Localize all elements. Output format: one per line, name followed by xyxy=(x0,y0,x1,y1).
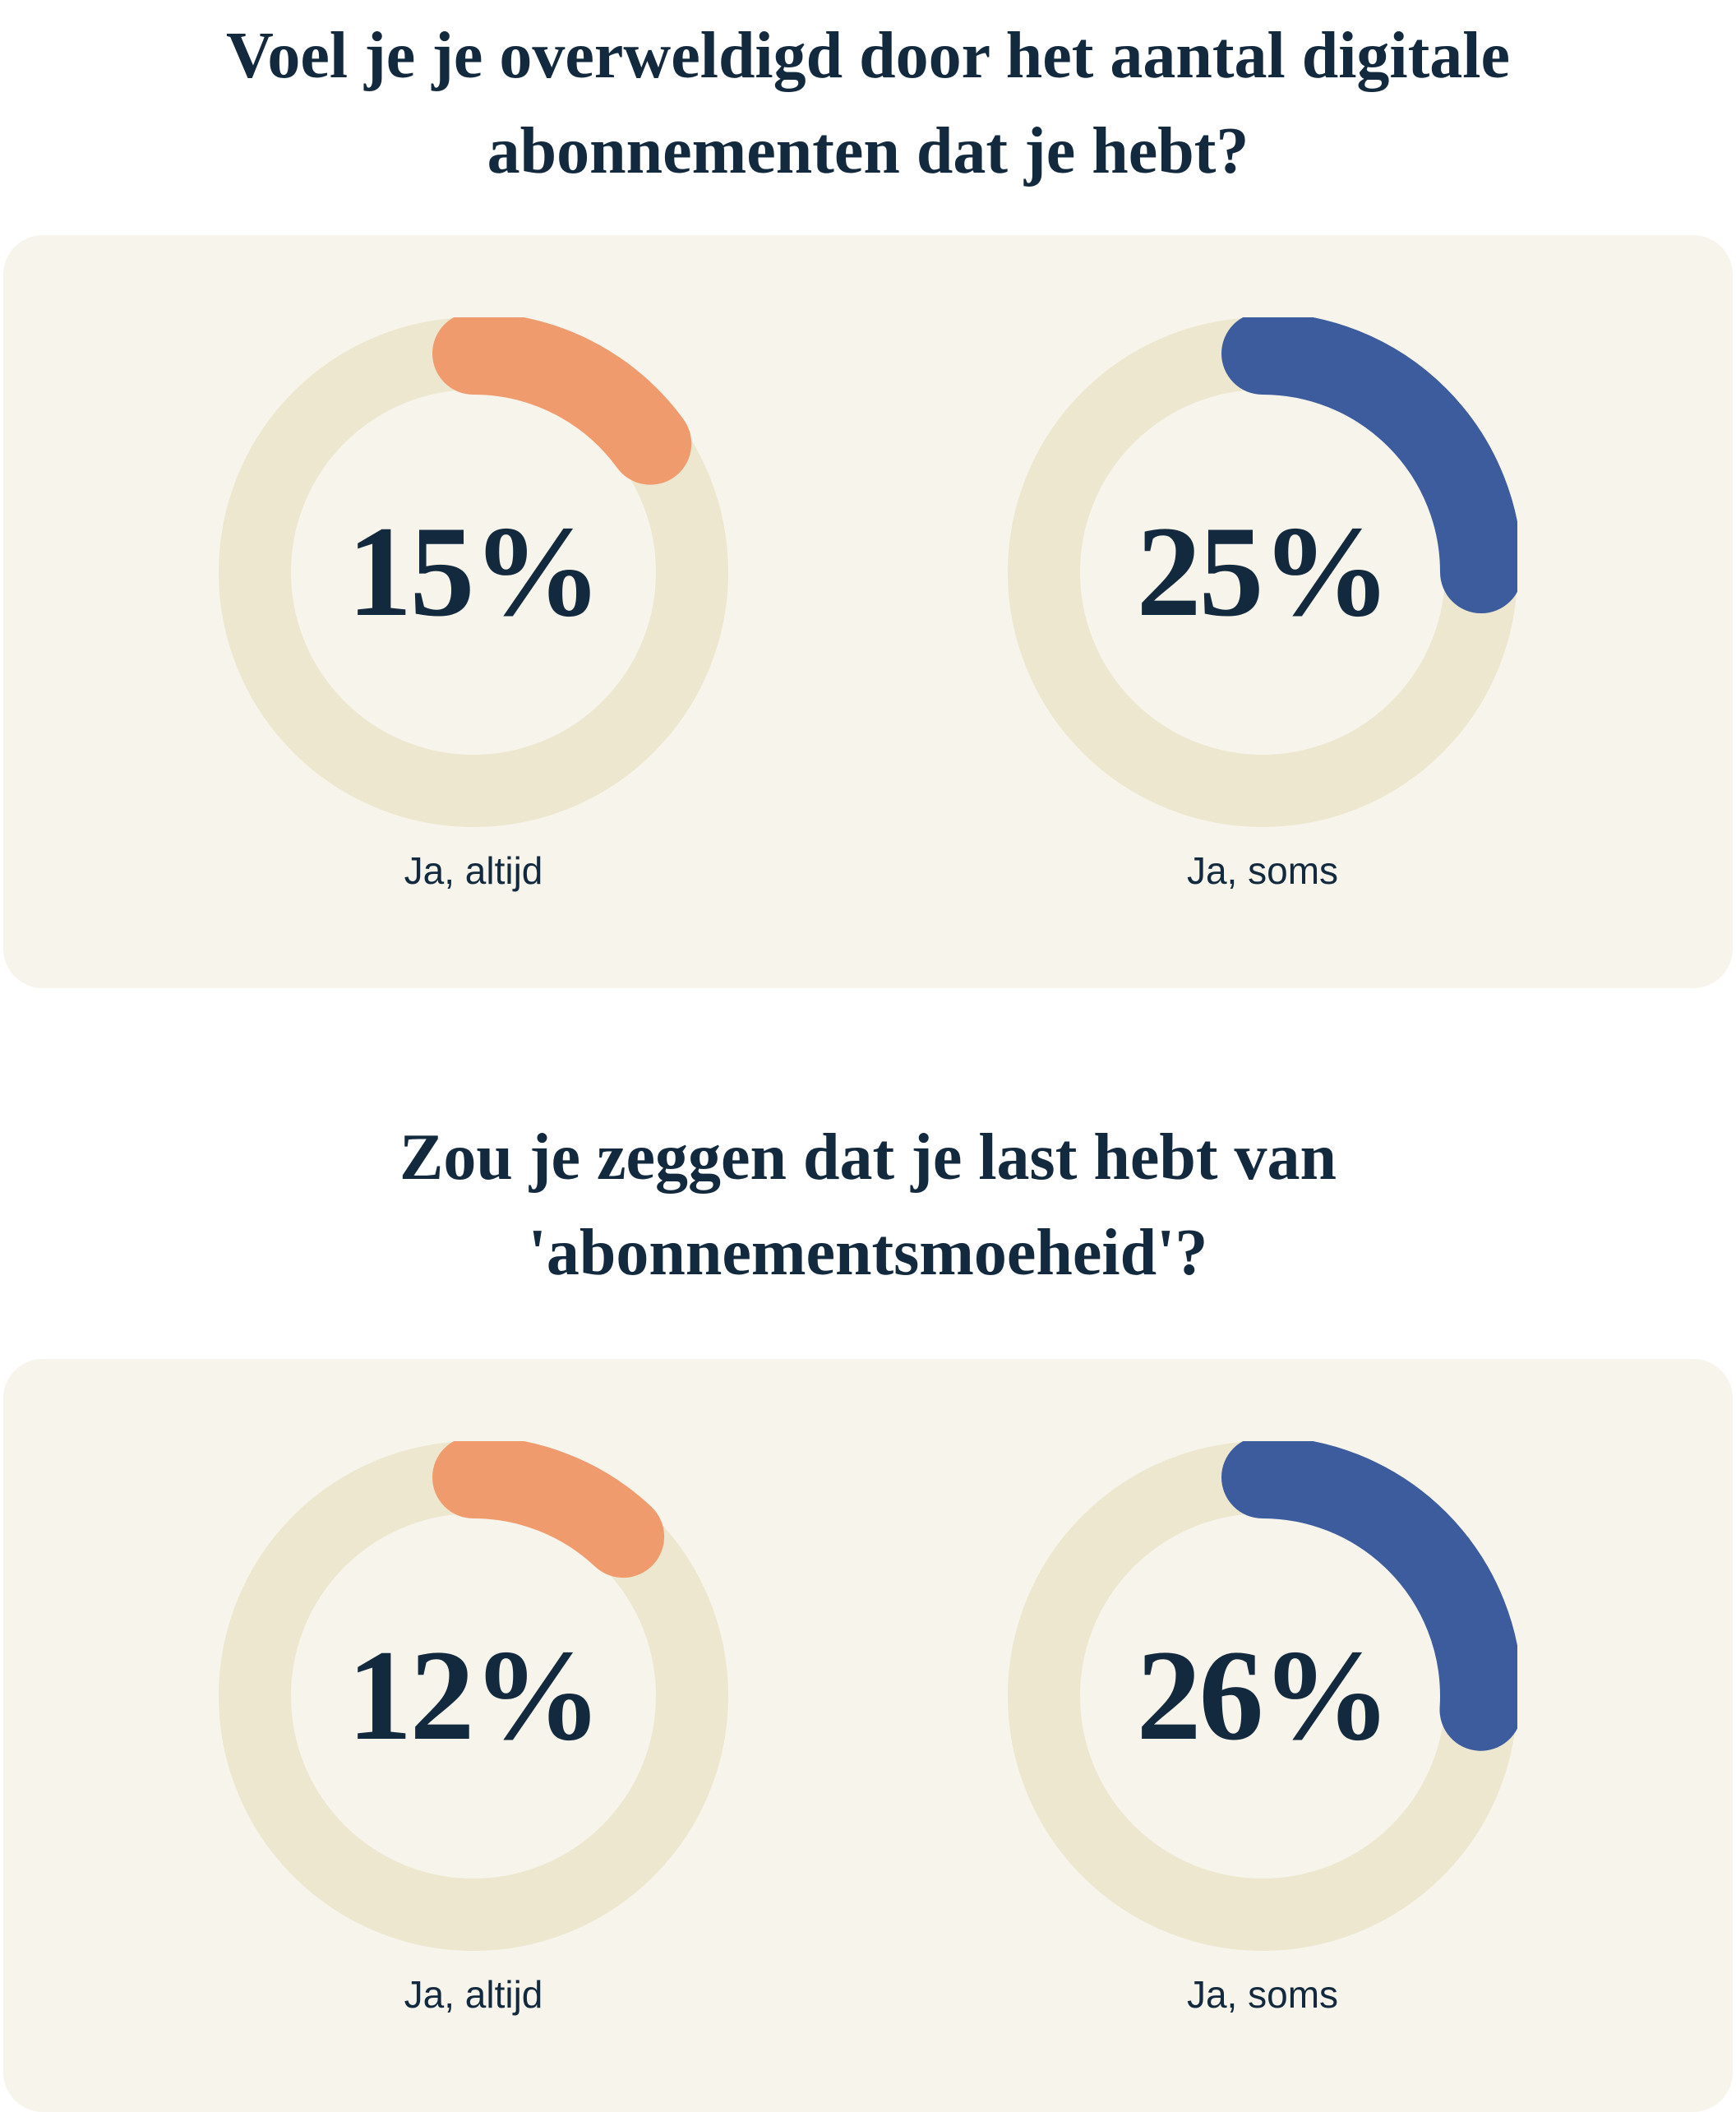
donut-svg xyxy=(1008,317,1517,827)
donut-svg xyxy=(1008,1441,1517,1951)
donut-chart-soms-2: 26% Ja, soms xyxy=(868,1359,1657,2112)
survey-question-title-2: Zou je zeggen dat je last hebt van 'abon… xyxy=(0,1110,1736,1301)
donut-percentage: 26% xyxy=(1136,1624,1392,1768)
question-1-line-1: Voel je je overweldigd door het aantal d… xyxy=(225,20,1511,92)
donut-4: 26% xyxy=(1008,1441,1517,1951)
donut-3: 12% xyxy=(219,1441,728,1951)
answer-label: Ja, soms xyxy=(1186,1973,1339,2016)
donut-value-arc xyxy=(219,317,728,827)
donut-svg xyxy=(219,317,728,827)
answer-label: Ja, soms xyxy=(1186,849,1339,892)
donut-percentage: 25% xyxy=(1136,500,1392,644)
donut-chart-altijd-2: 12% Ja, altijd xyxy=(79,1359,868,2112)
donut-value-arc xyxy=(1008,1441,1517,1951)
question-2-line-1: Zou je zeggen dat je last hebt van xyxy=(399,1121,1337,1194)
donut-chart-altijd-1: 15% Ja, altijd xyxy=(79,235,868,988)
donut-percentage: 12% xyxy=(347,1624,603,1768)
survey-question-title-1: Voel je je overweldigd door het aantal d… xyxy=(0,0,1736,199)
donut-value-arc xyxy=(1008,317,1517,827)
donut-percentage: 15% xyxy=(347,500,603,644)
results-card-1: 15% Ja, altijd 25% Ja, soms xyxy=(3,235,1733,988)
answer-label: Ja, altijd xyxy=(404,1973,543,2016)
donut-1: 15% xyxy=(219,317,728,827)
question-1-line-2: abonnementen dat je hebt? xyxy=(487,115,1249,187)
donut-svg xyxy=(219,1441,728,1951)
donut-chart-soms-1: 25% Ja, soms xyxy=(868,235,1657,988)
answer-label: Ja, altijd xyxy=(404,849,543,892)
results-card-2: 12% Ja, altijd 26% Ja, soms xyxy=(3,1359,1733,2112)
question-2-line-2: 'abonnementsmoeheid'? xyxy=(528,1217,1208,1289)
donut-value-arc xyxy=(219,1441,728,1951)
donut-2: 25% xyxy=(1008,317,1517,827)
